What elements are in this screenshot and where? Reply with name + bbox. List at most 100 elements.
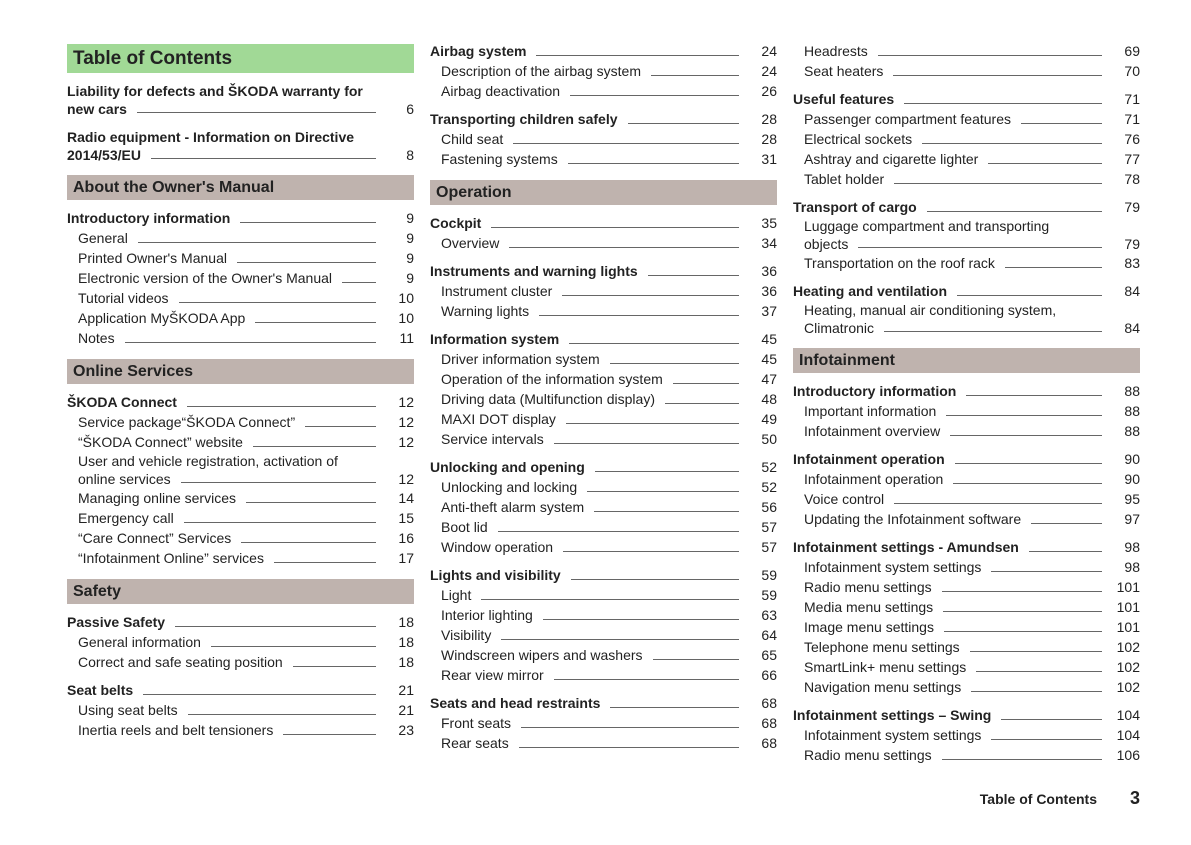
toc-subentry[interactable]: Radio menu settings 106 — [793, 745, 1140, 765]
page-number: 35 — [761, 215, 777, 231]
toc-chapter-entry[interactable]: Cockpit 35 — [430, 213, 777, 233]
toc-subentry[interactable]: Updating the Infotainment software 97 — [793, 509, 1140, 529]
toc-subentry[interactable]: Windscreen wipers and washers 65 — [430, 645, 777, 665]
toc-chapter-entry[interactable]: Airbag system 24 — [430, 41, 777, 61]
toc-subentry[interactable]: Infotainment system settings 98 — [793, 557, 1140, 577]
toc-entry-line[interactable]: online services 12 — [78, 470, 414, 488]
entry-title: Lights and visibility — [430, 567, 561, 583]
toc-chapter-entry[interactable]: Seat belts 21 — [67, 680, 414, 700]
toc-chapter-entry[interactable]: Transport of cargo 79 — [793, 197, 1140, 217]
page-number: 6 — [406, 101, 414, 117]
toc-subentry[interactable]: Navigation menu settings 102 — [793, 677, 1140, 697]
toc-subentry[interactable]: SmartLink+ menu settings 102 — [793, 657, 1140, 677]
toc-chapter-entry[interactable]: Instruments and warning lights 36 — [430, 261, 777, 281]
dot-leader — [305, 426, 376, 427]
dot-leader — [501, 639, 739, 640]
toc-entry-line[interactable]: 2014/53/EU 8 — [67, 146, 414, 164]
toc-subentry[interactable]: Service intervals 50 — [430, 429, 777, 449]
toc-subentry[interactable]: Media menu settings 101 — [793, 597, 1140, 617]
toc-subentry[interactable]: Instrument cluster 36 — [430, 281, 777, 301]
toc-chapter-entry[interactable]: Infotainment settings - Amundsen 98 — [793, 537, 1140, 557]
toc-subentry[interactable]: MAXI DOT display 49 — [430, 409, 777, 429]
toc-subentry[interactable]: Description of the airbag system 24 — [430, 61, 777, 81]
toc-subentry[interactable]: Window operation 57 — [430, 537, 777, 557]
toc-subentry[interactable]: Emergency call 15 — [67, 508, 414, 528]
toc-subentry[interactable]: Infotainment system settings 104 — [793, 725, 1140, 745]
page-number: 90 — [1124, 471, 1140, 487]
toc-subentry[interactable]: Passenger compartment features 71 — [793, 109, 1140, 129]
toc-entry-line[interactable]: objects 79 — [804, 235, 1140, 253]
toc-subentry[interactable]: Heating, manual air conditioning system,… — [793, 301, 1140, 337]
dot-leader — [594, 511, 739, 512]
toc-subentry[interactable]: Electronic version of the Owner's Manual… — [67, 268, 414, 288]
toc-subentry[interactable]: Visibility 64 — [430, 625, 777, 645]
toc-subentry[interactable]: Front seats 68 — [430, 713, 777, 733]
toc-subentry[interactable]: “Infotainment Online” services 17 — [67, 548, 414, 568]
toc-chapter-entry[interactable]: Seats and head restraints 68 — [430, 693, 777, 713]
toc-subentry[interactable]: Interior lighting 63 — [430, 605, 777, 625]
toc-chapter-entry[interactable]: Transporting children safely 28 — [430, 109, 777, 129]
toc-subentry[interactable]: Light 59 — [430, 585, 777, 605]
toc-subentry[interactable]: Child seat 28 — [430, 129, 777, 149]
toc-chapter-entry[interactable]: Radio equipment - Information on Directi… — [67, 128, 414, 164]
toc-subentry[interactable]: Voice control 95 — [793, 489, 1140, 509]
toc-chapter-entry[interactable]: ŠKODA Connect 12 — [67, 392, 414, 412]
toc-subentry[interactable]: Warning lights 37 — [430, 301, 777, 321]
toc-subentry[interactable]: Boot lid 57 — [430, 517, 777, 537]
toc-subentry[interactable]: Fastening systems 31 — [430, 149, 777, 169]
entry-title: Service package“ŠKODA Connect” — [78, 414, 296, 430]
page-number: 101 — [1116, 579, 1140, 595]
toc-subentry[interactable]: Inertia reels and belt tensioners 23 — [67, 720, 414, 740]
toc-chapter-entry[interactable]: Passive Safety 18 — [67, 612, 414, 632]
toc-subentry[interactable]: “Care Connect” Services 16 — [67, 528, 414, 548]
toc-chapter-entry[interactable]: Introductory information 88 — [793, 381, 1140, 401]
toc-subentry[interactable]: Driver information system 45 — [430, 349, 777, 369]
toc-subentry[interactable]: Ashtray and cigarette lighter 77 — [793, 149, 1140, 169]
toc-subentry[interactable]: Telephone menu settings 102 — [793, 637, 1140, 657]
entry-title: Ashtray and cigarette lighter — [804, 151, 979, 167]
toc-chapter-entry[interactable]: Lights and visibility 59 — [430, 565, 777, 585]
toc-subentry[interactable]: Radio menu settings 101 — [793, 577, 1140, 597]
toc-subentry[interactable]: Tutorial videos 10 — [67, 288, 414, 308]
toc-chapter-entry[interactable]: Infotainment settings – Swing 104 — [793, 705, 1140, 725]
toc-subentry[interactable]: Transportation on the roof rack 83 — [793, 253, 1140, 273]
toc-subentry[interactable]: Operation of the information system 47 — [430, 369, 777, 389]
toc-chapter-entry[interactable]: Heating and ventilation 84 — [793, 281, 1140, 301]
toc-entry-line[interactable]: new cars 6 — [67, 100, 414, 118]
toc-subentry[interactable]: Anti-theft alarm system 56 — [430, 497, 777, 517]
toc-subentry[interactable]: Notes 11 — [67, 328, 414, 348]
toc-chapter-entry[interactable]: Infotainment operation 90 — [793, 449, 1140, 469]
toc-subentry[interactable]: General information 18 — [67, 632, 414, 652]
toc-chapter-entry[interactable]: Introductory information 9 — [67, 208, 414, 228]
toc-subentry[interactable]: Overview 34 — [430, 233, 777, 253]
toc-chapter-entry[interactable]: Unlocking and opening 52 — [430, 457, 777, 477]
toc-subentry[interactable]: Service package“ŠKODA Connect” 12 — [67, 412, 414, 432]
toc-subentry[interactable]: General 9 — [67, 228, 414, 248]
toc-subentry[interactable]: Image menu settings 101 — [793, 617, 1140, 637]
toc-chapter-entry[interactable]: Useful features 71 — [793, 89, 1140, 109]
toc-subentry[interactable]: Seat heaters 70 — [793, 61, 1140, 81]
toc-chapter-entry[interactable]: Information system 45 — [430, 329, 777, 349]
toc-subentry[interactable]: Application MyŠKODA App 10 — [67, 308, 414, 328]
toc-subentry[interactable]: User and vehicle registration, activatio… — [67, 452, 414, 488]
toc-entry-line[interactable]: Climatronic 84 — [804, 319, 1140, 337]
toc-subentry[interactable]: Using seat belts 21 — [67, 700, 414, 720]
toc-subentry[interactable]: Rear seats 68 — [430, 733, 777, 753]
toc-subentry[interactable]: Airbag deactivation 26 — [430, 81, 777, 101]
toc-subentry[interactable]: Important information 88 — [793, 401, 1140, 421]
toc-subentry[interactable]: “ŠKODA Connect” website 12 — [67, 432, 414, 452]
toc-subentry[interactable]: Printed Owner's Manual 9 — [67, 248, 414, 268]
toc-subentry[interactable]: Correct and safe seating position 18 — [67, 652, 414, 672]
toc-subentry[interactable]: Tablet holder 78 — [793, 169, 1140, 189]
toc-subentry[interactable]: Unlocking and locking 52 — [430, 477, 777, 497]
toc-subentry[interactable]: Rear view mirror 66 — [430, 665, 777, 685]
toc-subentry[interactable]: Electrical sockets 76 — [793, 129, 1140, 149]
page-number: 78 — [1124, 171, 1140, 187]
toc-subentry[interactable]: Infotainment overview 88 — [793, 421, 1140, 441]
toc-chapter-entry[interactable]: Liability for defects and ŠKODA warranty… — [67, 82, 414, 118]
toc-subentry[interactable]: Managing online services 14 — [67, 488, 414, 508]
toc-subentry[interactable]: Infotainment operation 90 — [793, 469, 1140, 489]
toc-subentry[interactable]: Headrests 69 — [793, 41, 1140, 61]
toc-subentry[interactable]: Driving data (Multifunction display) 48 — [430, 389, 777, 409]
toc-subentry[interactable]: Luggage compartment and transporting obje… — [793, 217, 1140, 253]
